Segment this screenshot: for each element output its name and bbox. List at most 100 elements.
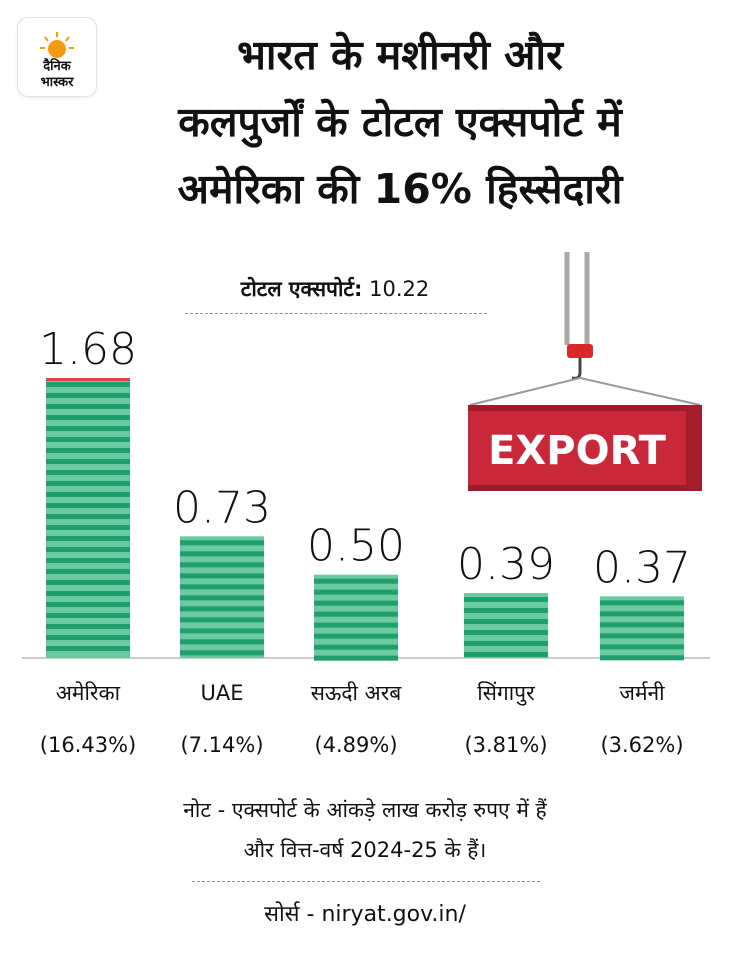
bar-stripe xyxy=(46,503,130,508)
bar-stripe xyxy=(46,492,130,497)
bar-stripe xyxy=(46,382,130,387)
container-label: EXPORT xyxy=(488,428,666,474)
container-door-end xyxy=(686,405,702,491)
bar-stripe xyxy=(600,633,684,639)
bar-stripe xyxy=(180,628,264,634)
brand-name-line2: भास्कर xyxy=(41,75,75,90)
crane-hook-icon xyxy=(571,358,582,380)
bar-stripe xyxy=(46,613,130,618)
title-line-3: अमेरिका की 16% हिस्सेदारी xyxy=(177,165,623,213)
share-label-2: (7.14%) xyxy=(180,733,263,757)
bar-stripe xyxy=(180,595,264,601)
category-label-4: सिंगापुर xyxy=(477,681,535,706)
bar-stripe xyxy=(46,459,130,464)
bar-stripe xyxy=(314,578,398,584)
total-export: टोटल एक्सपोर्ट: 10.22 xyxy=(185,275,485,303)
bar-stripe xyxy=(314,655,398,661)
bar-stripe xyxy=(46,404,130,409)
bar-highlight-cap xyxy=(46,378,130,381)
bar-stripe xyxy=(46,415,130,420)
bar-stripe xyxy=(46,536,130,541)
footnote-line-1: नोट - एक्सपोर्ट के आंकड़े लाख करोड़ रुपए… xyxy=(183,798,547,822)
bar-stripe xyxy=(46,448,130,453)
bar-stripe xyxy=(46,393,130,398)
source-text: सोर्स - niryat.gov.in/ xyxy=(264,902,466,927)
bar-stripe xyxy=(314,644,398,650)
title-line-2: कलपुर्जों के टोटल एक्सपोर्ट में xyxy=(178,98,622,146)
bar-stripe xyxy=(180,617,264,623)
bar-2 xyxy=(180,536,264,658)
bar-stripe xyxy=(314,633,398,639)
bar-stripe xyxy=(464,630,548,635)
bar-stripe xyxy=(464,608,548,613)
value-label-1: 1.68 xyxy=(39,324,137,375)
bar-stripe xyxy=(46,635,130,640)
bar-stripe xyxy=(46,591,130,596)
bar-stripe xyxy=(180,584,264,590)
footnote-divider xyxy=(192,881,540,882)
total-export-label: टोटल एक्सपोर्ट: xyxy=(240,277,363,301)
sling-left xyxy=(469,377,581,406)
shipping-container xyxy=(468,405,702,491)
bar-4 xyxy=(464,593,548,658)
share-label-1: (16.43%) xyxy=(40,733,136,757)
bar-stripe xyxy=(600,600,684,606)
bar-1 xyxy=(46,378,130,658)
bar-stripe xyxy=(600,644,684,650)
bar-stripe xyxy=(46,514,130,519)
title-line-1: भारत के मशीनरी और xyxy=(237,31,563,79)
bar-stripe xyxy=(464,641,548,646)
total-export-value: 10.22 xyxy=(369,277,430,301)
bar-stripe xyxy=(314,600,398,606)
bar-stripe xyxy=(46,646,130,651)
category-label-2: UAE xyxy=(200,681,243,705)
total-divider xyxy=(185,313,487,314)
bar-stripe xyxy=(180,551,264,557)
bar-stripe xyxy=(600,655,684,661)
bar-stripe xyxy=(314,589,398,595)
bar-stripe xyxy=(180,606,264,612)
sun-logo-icon: दैनिक भास्कर xyxy=(40,32,75,90)
bar-stripe xyxy=(46,437,130,442)
bar-stripe xyxy=(46,580,130,585)
share-label-4: (3.81%) xyxy=(464,733,547,757)
value-label-3: 0.50 xyxy=(307,521,405,572)
bar-stripe xyxy=(46,470,130,475)
bar-5 xyxy=(600,596,684,661)
bar-stripe xyxy=(46,426,130,431)
value-label-4: 0.39 xyxy=(457,539,555,590)
bar-stripe xyxy=(180,573,264,579)
bar-stripe xyxy=(314,622,398,628)
bar-body-4 xyxy=(464,593,548,658)
crane-hook-block xyxy=(567,344,593,358)
bar-stripe xyxy=(464,652,548,657)
bar-chart: EXPORT 1.68 अमेरिका (16.43%) 0.73 UAE (7.14%)… xyxy=(22,252,710,757)
category-label-1: अमेरिका xyxy=(56,681,121,705)
bar-stripe xyxy=(46,558,130,563)
bar-stripe xyxy=(46,547,130,552)
category-label-5: जर्मनी xyxy=(619,681,665,705)
bar-stripe xyxy=(180,562,264,568)
bar-stripe xyxy=(600,611,684,617)
bar-stripe xyxy=(180,540,264,546)
sling-right xyxy=(579,377,701,406)
bar-stripe xyxy=(46,569,130,574)
bar-stripe xyxy=(464,619,548,624)
bar-stripe xyxy=(180,639,264,645)
footnote-line-2: और वित्त-वर्ष 2024-25 के हैं। xyxy=(243,838,487,862)
container-top-rail xyxy=(468,405,702,411)
bar-stripe xyxy=(46,624,130,629)
value-label-2: 0.73 xyxy=(173,482,271,533)
container-bottom-rail xyxy=(468,485,702,491)
brand-name-line1: दैनिक xyxy=(42,58,71,74)
bar-stripe xyxy=(46,602,130,607)
category-label-3: सऊदी अरब xyxy=(311,681,403,705)
value-label-5: 0.37 xyxy=(593,542,691,593)
bar-stripe xyxy=(464,597,548,602)
bar-stripe xyxy=(46,481,130,486)
bar-stripe xyxy=(180,650,264,656)
footnote: नोट - एक्सपोर्ट के आंकड़े लाख करोड़ रुपए… xyxy=(0,790,730,870)
bar-stripe xyxy=(600,622,684,628)
bar-3 xyxy=(314,574,398,661)
bar-stripe xyxy=(314,611,398,617)
